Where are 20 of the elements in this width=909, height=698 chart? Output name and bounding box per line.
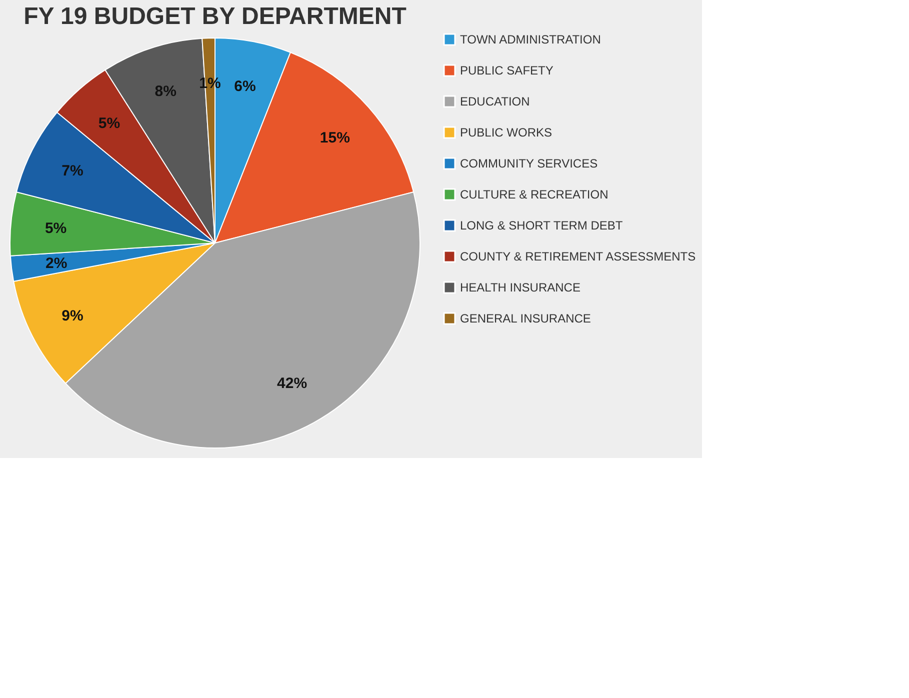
legend-label: LONG & SHORT TERM DEBT: [460, 218, 624, 232]
legend-label: GENERAL INSURANCE: [460, 312, 591, 326]
data-label: 8%: [154, 82, 176, 100]
data-label: 5%: [44, 220, 67, 237]
data-label: 9%: [62, 308, 84, 325]
legend-label: HEALTH INSURANCE: [460, 280, 580, 294]
legend-label: COMMUNITY SERVICES: [460, 156, 598, 170]
legend-label: CULTURE & RECREATION: [460, 188, 608, 202]
data-label: 7%: [62, 162, 84, 180]
data-label: 15%: [320, 129, 350, 146]
data-label: 2%: [46, 255, 68, 272]
chart-title: FY 19 BUDGET BY DEPARTMENT: [24, 3, 407, 30]
legend-label: TOWN ADMINISTRATION: [460, 32, 601, 46]
legend-label: PUBLIC SAFETY: [460, 64, 554, 78]
data-label: 6%: [234, 78, 256, 95]
data-label: 42%: [277, 375, 308, 392]
legend-label: COUNTY & RETIREMENT ASSESSMENTS: [460, 250, 696, 264]
legend-label: EDUCATION: [460, 94, 530, 108]
legend-label: PUBLIC WORKS: [460, 126, 552, 140]
data-label: 5%: [98, 115, 120, 132]
